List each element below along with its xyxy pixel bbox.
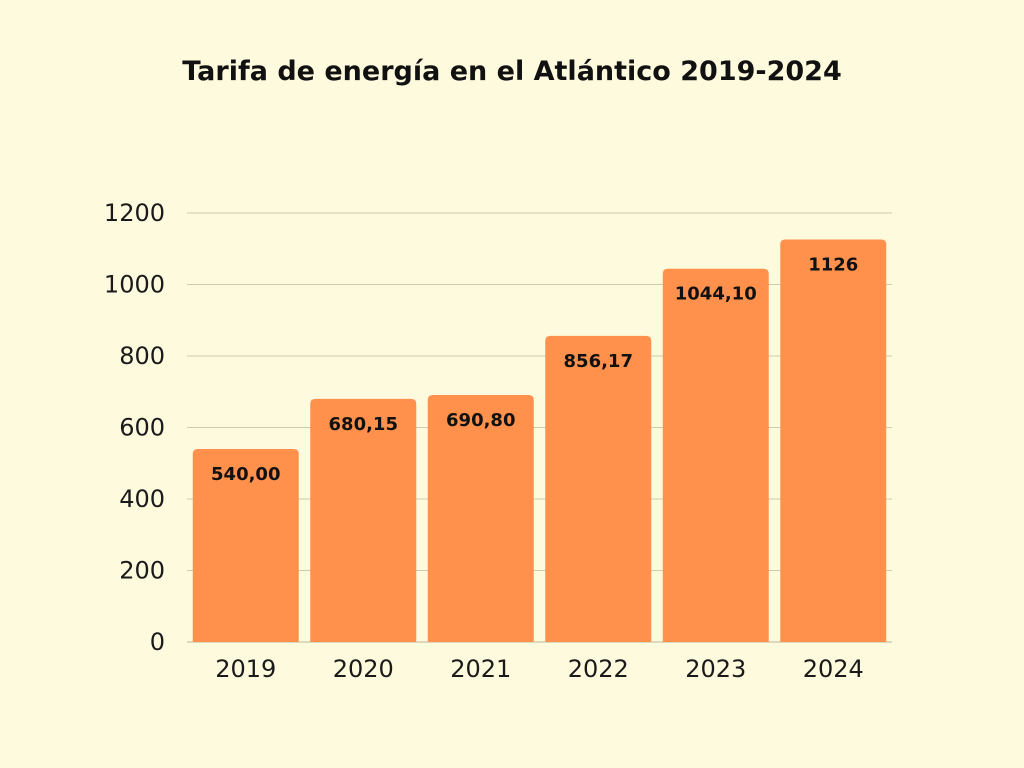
x-tick-label: 2021 xyxy=(450,655,511,683)
y-tick-label: 400 xyxy=(119,485,165,513)
x-tick-label: 2020 xyxy=(333,655,394,683)
y-tick-label: 600 xyxy=(119,414,165,442)
bar-series xyxy=(192,239,887,642)
data-label: 690,80 xyxy=(446,410,515,431)
data-label: 856,17 xyxy=(564,351,633,372)
x-tick-label: 2023 xyxy=(685,655,746,683)
y-tick-label: 0 xyxy=(150,628,165,656)
x-axis-ticks: 2019 2020 2021 2022 2023 2024 xyxy=(215,655,864,683)
bar-2019 xyxy=(192,448,299,642)
grid-lines xyxy=(187,212,892,643)
data-labels: 540,00 680,15 690,80 856,17 1044,10 1126 xyxy=(211,254,858,484)
y-tick-label: 800 xyxy=(119,342,165,370)
y-tick-label: 1200 xyxy=(104,199,165,227)
y-axis-ticks: 0 200 400 600 800 1000 1200 xyxy=(104,199,165,656)
bar-2023 xyxy=(662,268,769,642)
data-label: 680,15 xyxy=(329,414,398,435)
data-label: 1126 xyxy=(808,254,858,275)
x-tick-label: 2024 xyxy=(803,655,864,683)
bar-2020 xyxy=(310,398,417,642)
data-label: 540,00 xyxy=(211,464,280,485)
y-tick-label: 200 xyxy=(119,557,165,585)
chart-title: Tarifa de energía en el Atlántico 2019-2… xyxy=(182,56,842,87)
x-tick-label: 2019 xyxy=(215,655,276,683)
x-tick-label: 2022 xyxy=(568,655,629,683)
y-tick-label: 1000 xyxy=(104,271,165,299)
bar-2021 xyxy=(427,395,534,642)
bar-2024 xyxy=(780,239,887,642)
data-label: 1044,10 xyxy=(675,284,757,305)
bar-2022 xyxy=(545,335,652,642)
